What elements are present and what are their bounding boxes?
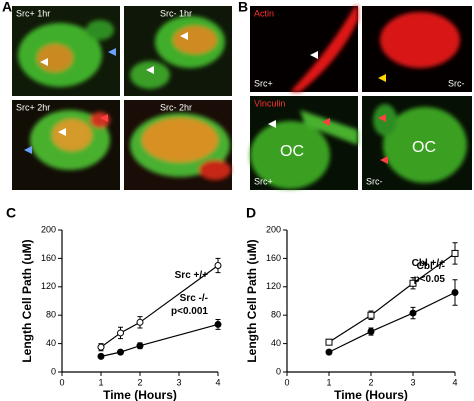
marker (367, 328, 375, 336)
y-tick-label: 120 (266, 281, 281, 291)
y-tick-label: 200 (41, 224, 56, 234)
y-tick-label: 80 (46, 310, 56, 320)
x-tick-label: 4 (215, 377, 220, 387)
micrograph: Src+ 2hr (12, 100, 120, 190)
series-line (100, 265, 219, 348)
micrograph: Src- (362, 6, 472, 92)
y-tick-label: 40 (46, 338, 56, 348)
annotation: p<0.001 (171, 306, 208, 317)
y-tick-label: 0 (276, 366, 281, 376)
y-axis-label: Length Cell Path (uM) (245, 239, 259, 362)
x-tick-label: 2 (368, 377, 373, 387)
y-tick-label: 40 (271, 338, 281, 348)
series-label: Cbl +/+ (412, 258, 446, 269)
genotype: Src+ (254, 176, 273, 186)
marker (136, 318, 144, 326)
genotype: Src+ (254, 78, 273, 88)
marker (367, 311, 375, 319)
x-axis-label: Time (Hours) (334, 388, 408, 401)
marker (214, 320, 222, 328)
micrograph: Vinculin OC Src+ (250, 96, 358, 190)
y-tick-label: 160 (41, 253, 56, 263)
caption: Src- 2hr (160, 102, 192, 112)
marker (97, 343, 105, 351)
series-label: Src -/- (180, 293, 208, 304)
x-tick-label: 1 (326, 377, 331, 387)
y-tick-label: 160 (266, 253, 281, 263)
marker (117, 329, 124, 337)
x-tick-label: 2 (137, 377, 142, 387)
x-tick-label: 4 (452, 377, 457, 387)
series-line (328, 291, 456, 353)
genotype: Src- (448, 78, 465, 88)
y-axis-label: Length Cell Path (uM) (20, 239, 34, 362)
x-tick-label: 3 (176, 377, 181, 387)
stain-label: Actin (254, 8, 274, 18)
marker (214, 262, 222, 269)
annotation: p<0.05 (414, 274, 446, 285)
panel-label: C (6, 205, 16, 221)
marker (117, 348, 124, 356)
series-label: Src +/+ (175, 270, 209, 281)
series-line (328, 252, 456, 343)
series-line (100, 323, 219, 357)
cell-label: OC (412, 139, 436, 156)
marker (409, 309, 417, 317)
marker (97, 352, 105, 360)
x-tick-label: 1 (98, 377, 103, 387)
series-label: Cbl -/- (417, 261, 445, 272)
caption: Src+ 1hr (16, 8, 50, 18)
micrograph: Actin Src+ (250, 6, 358, 92)
y-tick-label: 200 (266, 224, 281, 234)
x-axis-label: Time (Hours) (103, 388, 177, 401)
marker (451, 249, 459, 257)
y-tick-label: 0 (51, 366, 56, 376)
marker (451, 288, 459, 296)
x-tick-label: 0 (284, 377, 289, 387)
marker (409, 279, 417, 287)
y-tick-label: 120 (41, 281, 56, 291)
marker (325, 348, 333, 356)
caption: Src+ 2hr (16, 102, 50, 112)
panel-label: A (2, 0, 12, 15)
caption: Src- 1hr (160, 8, 192, 18)
x-tick-label: 3 (410, 377, 415, 387)
marker (136, 342, 144, 350)
cell-label: OC (280, 143, 304, 160)
genotype: Src- (366, 176, 383, 186)
x-tick-label: 0 (59, 377, 64, 387)
marker (325, 338, 333, 346)
panel-label: D (246, 205, 256, 221)
y-tick-label: 80 (271, 310, 281, 320)
micrograph: Src- 1hr (124, 6, 232, 96)
micrograph: Src- 2hr (124, 100, 232, 190)
panel-label: B (238, 0, 248, 15)
micrograph: Src+ 1hr (12, 6, 120, 96)
stain-label: Vinculin (254, 98, 285, 108)
micrograph: OC Src- (362, 96, 472, 190)
